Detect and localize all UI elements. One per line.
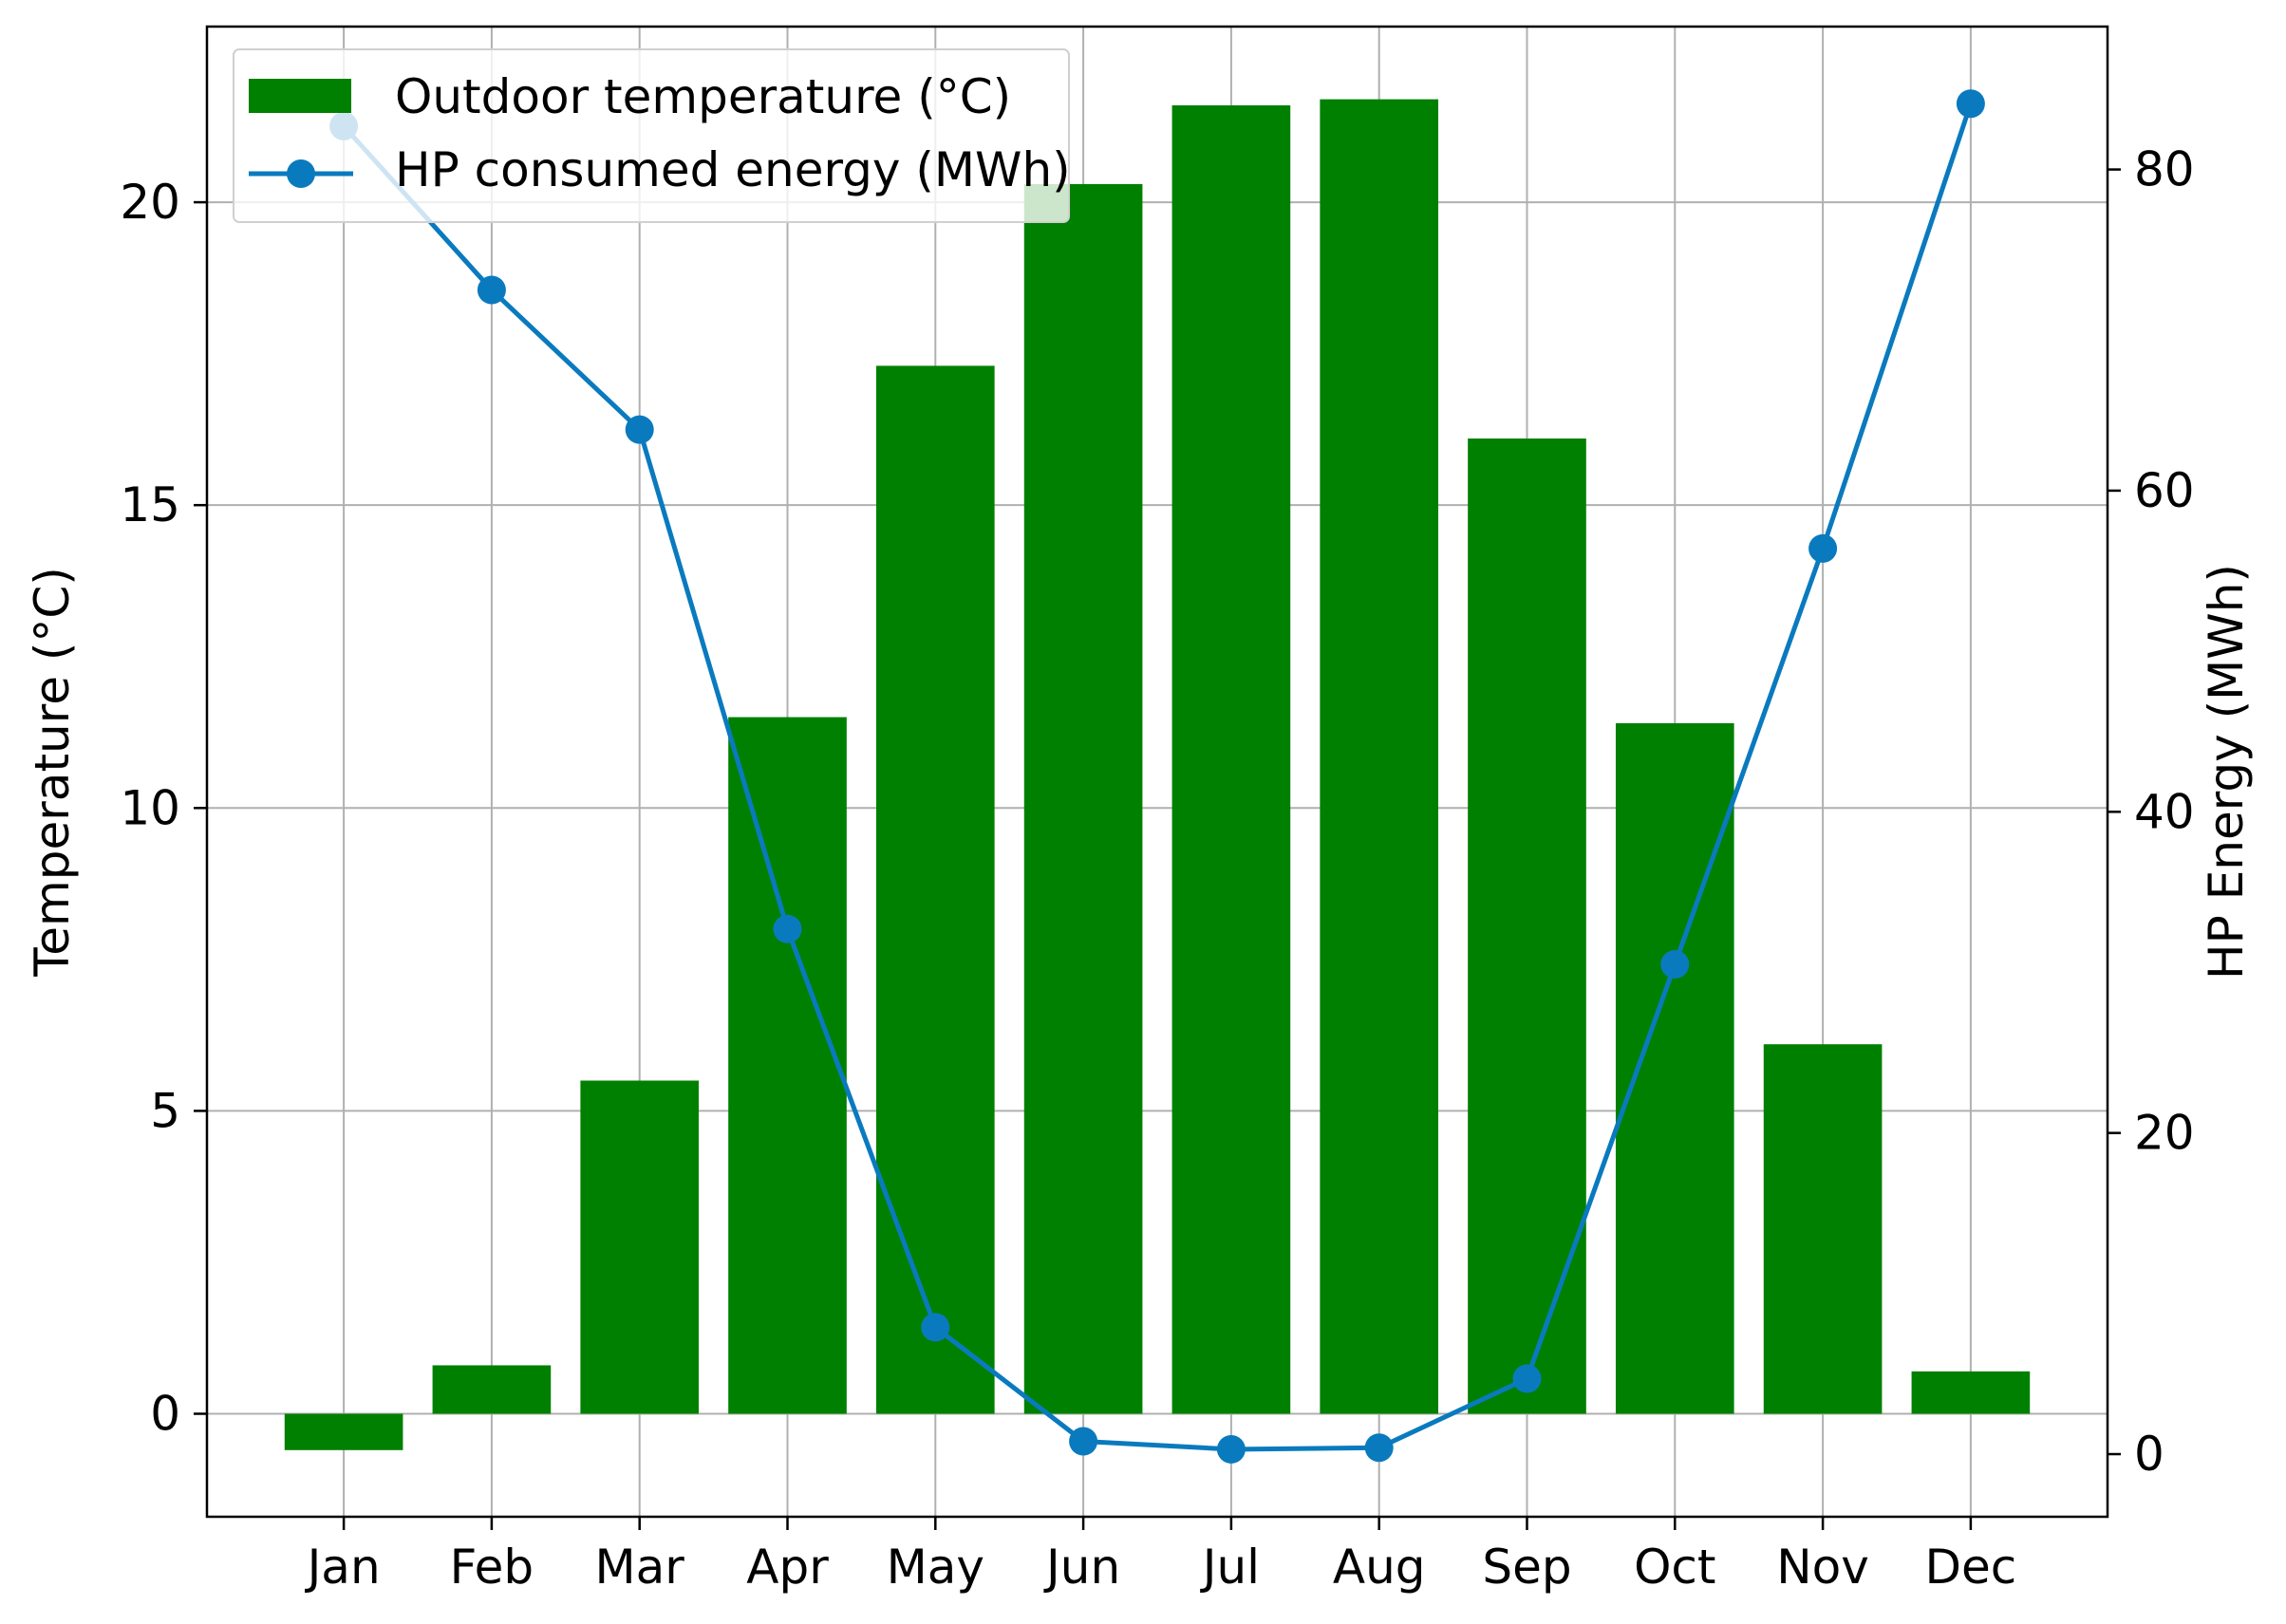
x-tick-label: Feb xyxy=(450,1540,534,1595)
y-tick-label: 5 xyxy=(150,1083,180,1138)
x-tick-label: Dec xyxy=(1925,1540,2017,1595)
energy-point-nov xyxy=(1808,533,1838,563)
x-tick-label: Sep xyxy=(1482,1540,1571,1595)
bar-mar xyxy=(580,1080,700,1414)
axis-ticks: Jan Feb Mar Apr May Jun Jul Aug Sep Oct Nov Dec 0 5 10… xyxy=(120,142,2194,1595)
bar-feb xyxy=(432,1365,552,1414)
energy-point-oct xyxy=(1660,950,1690,980)
bar-sep xyxy=(1468,438,1586,1414)
x-tick-label: Aug xyxy=(1333,1540,1426,1595)
y-tick-label: 20 xyxy=(120,175,180,230)
legend-line-marker xyxy=(287,159,315,188)
legend-bar-swatch xyxy=(249,79,351,113)
x-tick-label: Jul xyxy=(1200,1540,1260,1595)
bar-apr xyxy=(728,717,847,1414)
y-tick-label: 10 xyxy=(120,780,180,835)
y-axis-title: Temperature (°C) xyxy=(25,567,80,978)
energy-point-mar xyxy=(625,415,654,444)
energy-point-aug xyxy=(1364,1433,1394,1463)
x-tick-label: Jan xyxy=(305,1540,381,1595)
bar-nov xyxy=(1763,1044,1883,1414)
legend-bar-label: Outdoor temperature (°C) xyxy=(395,69,1011,124)
x-tick-label: Nov xyxy=(1776,1540,1869,1595)
bar-aug xyxy=(1320,99,1439,1414)
x-tick-label: Jun xyxy=(1043,1540,1120,1595)
bar-jan xyxy=(284,1413,403,1450)
x-tick-label: May xyxy=(887,1540,984,1595)
y-tick-label: 15 xyxy=(120,477,180,532)
bar-jul xyxy=(1171,104,1291,1414)
bar-oct xyxy=(1615,722,1734,1414)
energy-point-jun xyxy=(1069,1427,1098,1456)
line-series xyxy=(329,89,1985,1464)
y2-tick-label: 80 xyxy=(2134,142,2195,197)
y2-tick-label: 60 xyxy=(2134,463,2195,518)
y2-axis-title: HP Energy (MWh) xyxy=(2199,564,2254,980)
y2-tick-label: 20 xyxy=(2134,1106,2195,1161)
energy-point-sep xyxy=(1512,1364,1542,1393)
y2-tick-label: 40 xyxy=(2134,784,2195,839)
energy-point-dec xyxy=(1956,89,1985,119)
energy-point-jul xyxy=(1216,1434,1246,1464)
x-tick-label: Apr xyxy=(746,1540,829,1595)
bar-series xyxy=(284,99,2031,1450)
bar-jun xyxy=(1023,183,1143,1414)
legend: Outdoor temperature (°C) HP consumed ene… xyxy=(233,48,1071,223)
x-tick-label: Oct xyxy=(1634,1540,1715,1595)
legend-box xyxy=(233,48,1070,223)
x-tick-label: Mar xyxy=(595,1540,685,1595)
energy-point-may xyxy=(921,1313,950,1342)
y2-tick-label: 0 xyxy=(2134,1427,2164,1482)
plot-frame xyxy=(205,25,2109,1519)
energy-point-feb xyxy=(477,275,506,305)
energy-line xyxy=(342,103,1974,1452)
y-tick-label: 0 xyxy=(150,1387,180,1442)
bar-may xyxy=(875,365,995,1414)
energy-point-apr xyxy=(773,914,802,943)
bar-dec xyxy=(1911,1371,2031,1414)
legend-line-label: HP consumed energy (MWh) xyxy=(395,142,1071,197)
